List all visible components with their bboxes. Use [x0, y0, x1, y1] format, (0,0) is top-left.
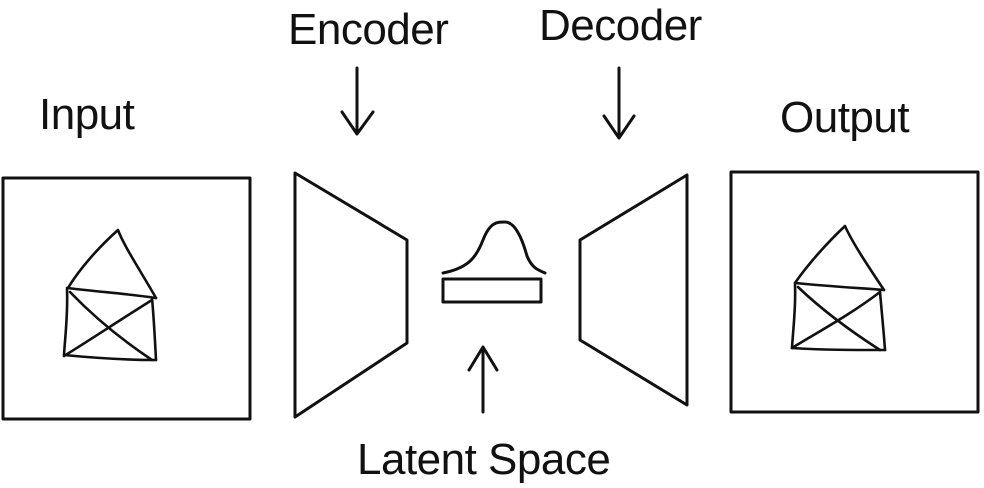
latent-vector-bar: [441, 277, 543, 304]
input-label: Input: [39, 90, 135, 139]
decoder-arrow-icon: [602, 66, 636, 140]
input-frame: [1, 176, 252, 421]
latent-arrow-icon: [467, 345, 499, 414]
input-house-sketch-icon: [62, 228, 158, 362]
latent-bell-curve-icon: [441, 220, 547, 275]
encoder-label: Encoder: [288, 5, 449, 54]
encoder-arrow-icon: [340, 66, 375, 136]
decoder-trapezoid: [578, 173, 689, 407]
output-house-sketch-icon: [790, 224, 887, 352]
output-label: Output: [780, 93, 910, 142]
output-frame: [729, 170, 980, 414]
latent-space-label: Latent Space: [357, 435, 611, 484]
decoder-label: Decoder: [539, 1, 702, 50]
encoder-trapezoid: [293, 171, 409, 419]
